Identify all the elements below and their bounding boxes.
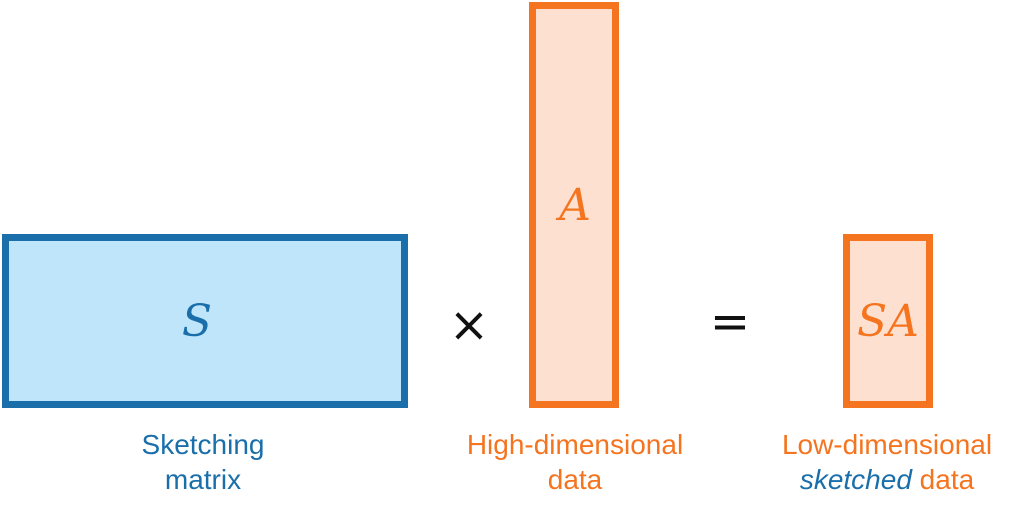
sketching-matrix-symbol: S: [181, 296, 213, 347]
result-matrix-label: Low-dimensional sketched data: [782, 427, 992, 497]
data-matrix-box: [529, 2, 619, 408]
result-matrix-symbol: SA: [857, 296, 919, 347]
sketching-label-line1: Sketching: [141, 429, 265, 460]
equals-operator: =: [709, 294, 751, 350]
data-matrix-symbol: A: [559, 180, 591, 231]
data-label-line1: High-dimensional: [466, 429, 684, 460]
result-label-emphasis: sketched: [799, 464, 912, 495]
result-label-line1: Low-dimensional: [781, 429, 993, 460]
times-operator: ×: [448, 297, 490, 353]
sketching-matrix-box: [2, 234, 408, 408]
data-matrix-label: High-dimensional data: [467, 427, 683, 497]
sketching-label-line2: matrix: [164, 464, 242, 495]
sketching-matrix-label: Sketching matrix: [142, 427, 265, 497]
result-label-rest: data: [911, 464, 975, 495]
result-label-line2: sketched data: [782, 462, 992, 497]
data-label-line2: data: [547, 464, 603, 495]
result-matrix-box: [843, 234, 933, 408]
